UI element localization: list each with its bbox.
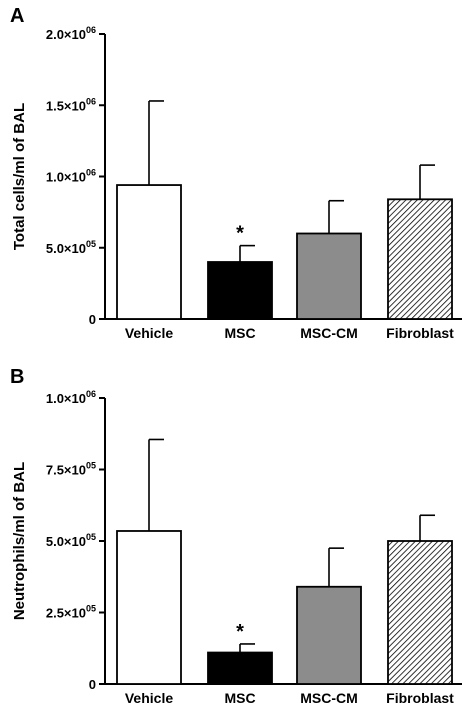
bar-vehicle [116, 184, 182, 320]
panel-letter: A [10, 5, 24, 27]
panel-b: B Neutrophils/ml of BAL 0 2.5×1005 5.0×1005 7… [10, 366, 462, 703]
panel-a: A Total cells/ml of BAL 0 5.0×1005 1.0×1006 1… [10, 5, 462, 341]
y-tick-label: 5.0×1005 [46, 239, 96, 256]
y-axis-label: Total cells/ml of BAL [11, 103, 28, 250]
y-tick-label: 2.0×1006 [46, 25, 96, 42]
y-tick-label: 0 [89, 312, 96, 327]
x-tick-label: Vehicle [125, 325, 173, 341]
y-tick-label: 7.5×1005 [46, 461, 96, 478]
x-tick-label: Vehicle [125, 690, 173, 703]
y-tick-label: 1.0×1006 [46, 389, 96, 406]
y-tick-label: 1.5×1006 [46, 96, 96, 113]
significance-marker: * [236, 223, 244, 245]
x-tick-label: MSC-CM [300, 690, 358, 703]
x-tick-label: MSC [224, 325, 255, 341]
bar-msc-cm [296, 232, 362, 320]
bar-msc [207, 261, 273, 320]
x-tick-label: MSC-CM [300, 325, 358, 341]
significance-marker: * [236, 621, 244, 643]
y-axis-label: Neutrophils/ml of BAL [11, 462, 28, 620]
x-tick-label: Fibroblast [386, 690, 454, 703]
bar-msc [207, 651, 273, 685]
x-tick-label: Fibroblast [386, 325, 454, 341]
bar-fibroblast [387, 540, 453, 685]
x-tick-label: MSC [224, 690, 255, 703]
bar-vehicle [116, 530, 182, 685]
bar-msc-cm [296, 585, 362, 685]
y-tick-label: 0 [89, 677, 96, 692]
panel-letter: B [10, 366, 24, 388]
y-tick-label: 1.0×1006 [46, 168, 96, 185]
y-tick-label: 5.0×1005 [46, 532, 96, 549]
y-tick-label: 2.5×1005 [46, 604, 96, 621]
bar-fibroblast [387, 198, 453, 320]
